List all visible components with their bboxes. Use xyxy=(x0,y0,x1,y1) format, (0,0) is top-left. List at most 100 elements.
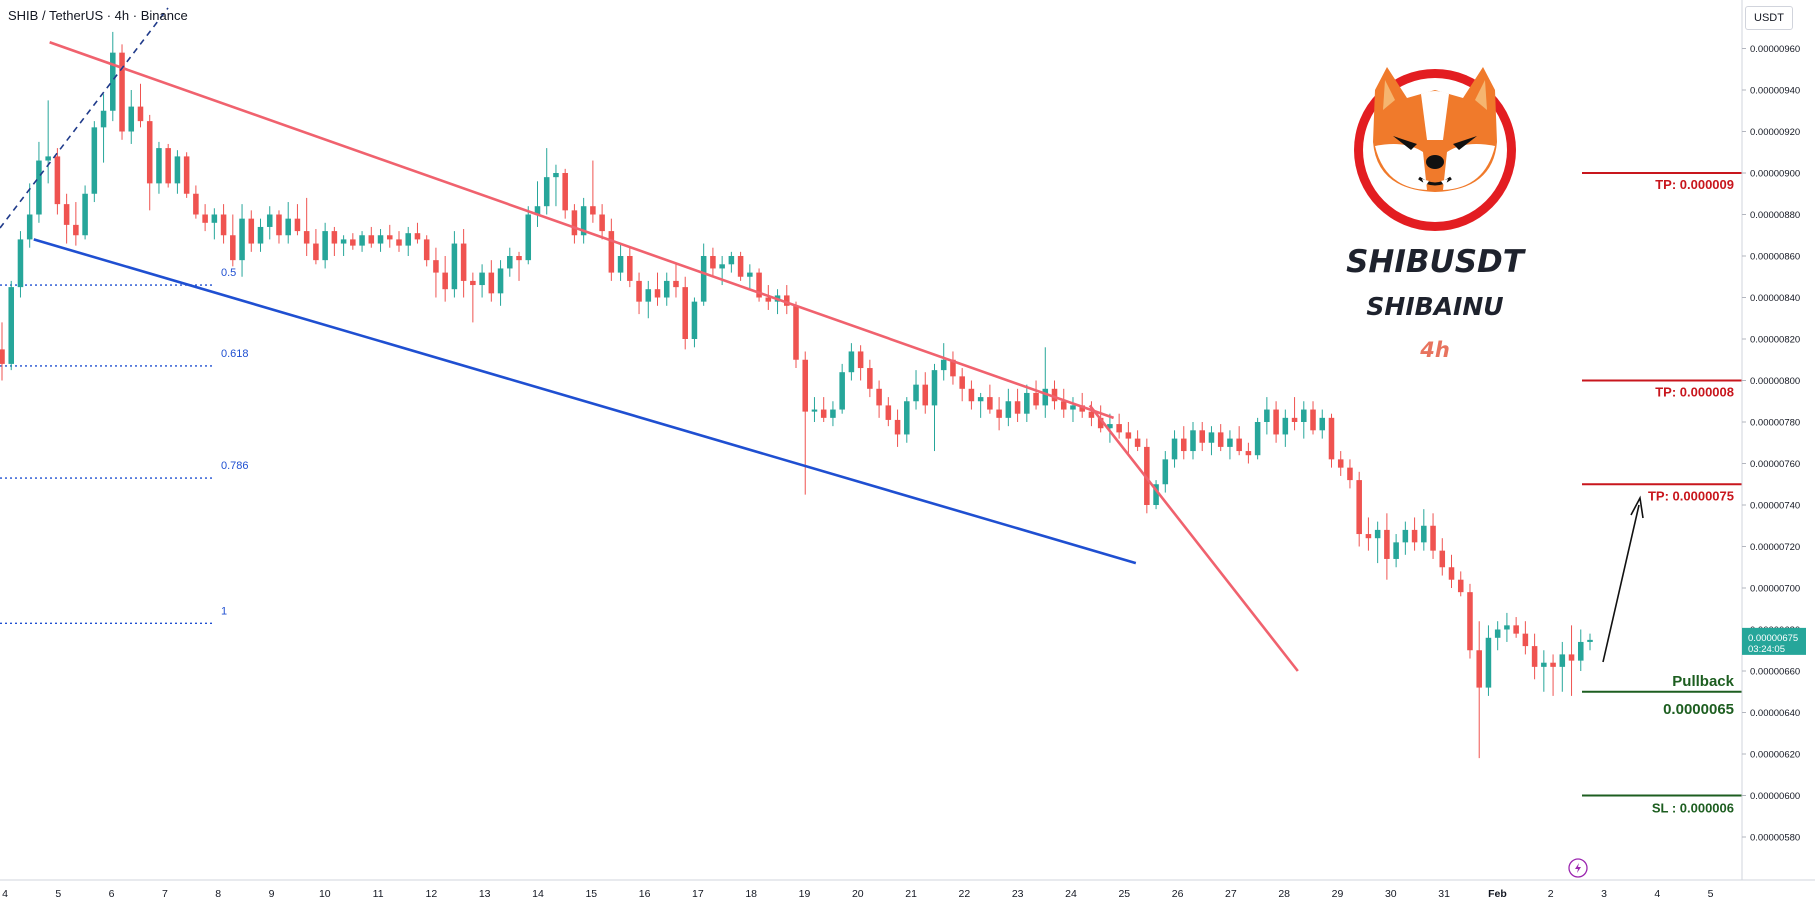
trendline-dashed-up[interactable] xyxy=(0,7,169,229)
chart-legend: SHIB / TetherUS · 4h · Binance xyxy=(8,8,188,23)
time-tick-label: 19 xyxy=(799,888,811,900)
candle-body xyxy=(1550,662,1556,667)
candle xyxy=(1107,413,1113,443)
candle xyxy=(774,289,781,315)
candle-body xyxy=(1245,451,1252,456)
candle xyxy=(350,233,356,250)
candle xyxy=(987,384,993,414)
candle-body xyxy=(1282,417,1289,435)
trendline-resistance-steep[interactable] xyxy=(1088,404,1299,672)
candle xyxy=(174,150,181,194)
candle-body xyxy=(1208,432,1215,443)
candle-body xyxy=(1236,438,1242,452)
candle-body xyxy=(811,409,818,412)
candle-body xyxy=(1430,525,1436,551)
current-price-tag[interactable] xyxy=(1742,627,1806,655)
candle-body xyxy=(682,287,688,339)
candle-body xyxy=(922,384,929,406)
candle xyxy=(830,401,836,427)
candle xyxy=(73,202,79,246)
candle xyxy=(553,164,559,207)
candle xyxy=(359,231,365,252)
time-tick-label: 14 xyxy=(532,888,544,900)
fib-label: 0.618 xyxy=(221,348,249,360)
candle-body xyxy=(423,239,430,261)
candle xyxy=(100,94,107,163)
candle-body xyxy=(137,106,144,122)
candle-body xyxy=(386,235,393,240)
candle xyxy=(1245,442,1252,464)
candle-body xyxy=(710,256,716,269)
candle xyxy=(1374,521,1381,564)
candle-body xyxy=(1384,529,1390,559)
candle-body xyxy=(1024,392,1030,414)
candle-body xyxy=(1448,567,1455,580)
price-tick-label: 0.00000820 xyxy=(1750,335,1800,346)
trendline-support[interactable] xyxy=(33,238,1137,565)
price-axis-bg[interactable] xyxy=(1742,0,1815,906)
candle xyxy=(876,380,882,418)
candle xyxy=(1042,347,1049,418)
candle-body xyxy=(1513,625,1519,634)
candle-body xyxy=(460,243,467,281)
time-tick-label: 26 xyxy=(1172,888,1184,900)
candle xyxy=(340,235,347,256)
candle-body xyxy=(802,359,809,412)
candle xyxy=(211,208,218,240)
candle-body xyxy=(839,372,845,410)
candle xyxy=(368,226,375,248)
candle xyxy=(1282,409,1289,447)
candle xyxy=(220,204,227,244)
candle xyxy=(710,247,716,277)
candle xyxy=(700,243,707,306)
candle xyxy=(1457,571,1464,597)
price-tick-label: 0.00000760 xyxy=(1750,459,1800,470)
candle xyxy=(848,343,855,381)
candle xyxy=(128,90,135,144)
candle xyxy=(1393,534,1399,568)
candle-body xyxy=(211,214,218,223)
candle xyxy=(867,359,873,398)
candle xyxy=(266,206,273,240)
candle-body xyxy=(1097,417,1104,429)
time-tick-label: 17 xyxy=(692,888,704,900)
candle xyxy=(1337,451,1344,476)
price-tick-label: 0.00000900 xyxy=(1750,169,1800,180)
candle xyxy=(1522,621,1529,655)
candle xyxy=(470,272,476,323)
candle xyxy=(645,280,652,319)
candle-body xyxy=(488,272,495,294)
candle xyxy=(1273,401,1279,443)
candle-body xyxy=(1227,438,1233,447)
candle-body xyxy=(0,349,5,364)
candle-body xyxy=(747,272,753,277)
candle-body xyxy=(110,52,116,111)
candle xyxy=(1541,650,1547,692)
candle xyxy=(1301,401,1307,439)
currency-selector[interactable]: USDT xyxy=(1745,6,1793,30)
trendline-resistance[interactable] xyxy=(49,41,1115,420)
price-axis: 0.00000960 0.00000940 0.00000920 0.00000900… xyxy=(1741,0,1815,906)
candle-body xyxy=(1411,529,1418,543)
candle xyxy=(230,214,236,267)
candle-body xyxy=(1005,401,1012,418)
candle-body xyxy=(285,218,291,236)
lightning-icon[interactable] xyxy=(1568,858,1588,878)
candle-body xyxy=(1494,629,1501,638)
candle xyxy=(257,218,264,252)
candle-body xyxy=(1070,405,1076,410)
candle xyxy=(996,397,1002,431)
candle xyxy=(1024,384,1030,422)
candle-body xyxy=(36,160,42,215)
candle-body xyxy=(331,231,338,244)
candle-body xyxy=(1125,432,1132,439)
candle-body xyxy=(63,204,70,225)
candle xyxy=(931,363,938,452)
candle xyxy=(285,202,291,244)
candle-body xyxy=(1264,409,1270,422)
time-tick-label: 5 xyxy=(1708,888,1714,900)
logo-subtitle: SHIBAINU xyxy=(1366,292,1504,321)
candle xyxy=(1060,388,1067,418)
